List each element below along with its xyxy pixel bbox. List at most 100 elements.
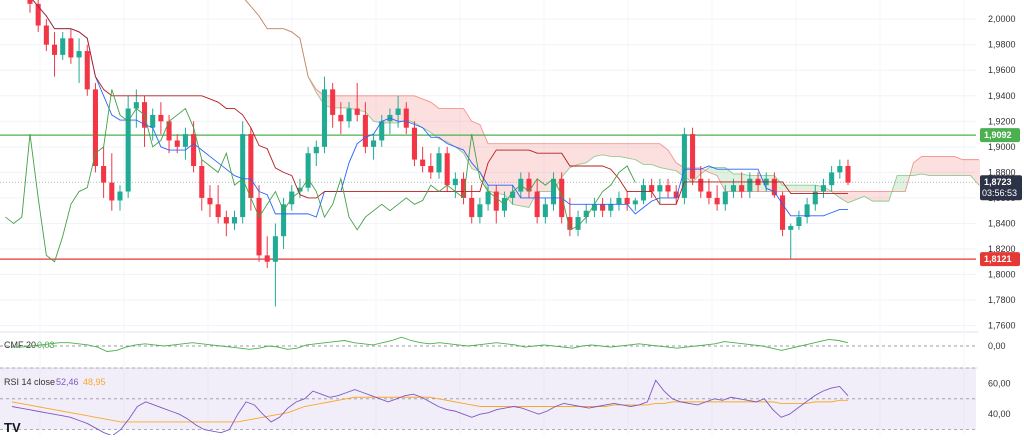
candle-body bbox=[256, 197, 262, 256]
candle-down bbox=[92, 83, 98, 173]
candle-down bbox=[403, 102, 409, 135]
candle-up bbox=[60, 31, 66, 61]
price-tick-label: 1,9400 bbox=[988, 91, 1016, 101]
candle-up bbox=[788, 223, 794, 260]
cloud-segment-bearish bbox=[373, 95, 382, 123]
candle-up bbox=[281, 197, 287, 249]
candle-down bbox=[354, 83, 360, 122]
cloud-segment-bearish bbox=[668, 150, 677, 171]
candle-down bbox=[624, 191, 630, 211]
chikou-span-line bbox=[5, 89, 636, 263]
price-tick-label: 1,9800 bbox=[988, 40, 1016, 50]
candle-down bbox=[158, 102, 164, 135]
candle-body bbox=[231, 217, 238, 224]
candle-body bbox=[632, 200, 638, 205]
price-tick-label: 1,9200 bbox=[988, 116, 1016, 126]
candle-body bbox=[215, 204, 221, 218]
horizontal-levels bbox=[0, 134, 976, 260]
cmf-pane: CMF 20 0,03 0,00 bbox=[0, 336, 1006, 352]
candle-up bbox=[657, 178, 663, 205]
cmf-label: CMF 20 bbox=[4, 340, 36, 350]
candle-body bbox=[346, 108, 352, 122]
level-tag-label: 1,9092 bbox=[984, 130, 1012, 140]
candle-body bbox=[330, 89, 336, 115]
candle-up bbox=[796, 210, 802, 230]
candle-up bbox=[632, 197, 638, 211]
candle-body bbox=[550, 178, 557, 205]
candle-down bbox=[338, 102, 344, 135]
candle-body bbox=[174, 140, 180, 147]
candle-body bbox=[125, 108, 131, 192]
candle-up bbox=[485, 185, 491, 211]
cloud-segment-bullish bbox=[708, 167, 718, 176]
candle-body bbox=[804, 204, 810, 218]
candle-down bbox=[223, 210, 229, 237]
candle-down bbox=[256, 185, 262, 262]
cmf-value: 0,03 bbox=[37, 340, 55, 350]
cloud-segment-bearish bbox=[357, 95, 366, 112]
candle-down bbox=[109, 153, 115, 211]
candle-up bbox=[804, 197, 810, 224]
candle-body bbox=[526, 178, 532, 192]
cloud-segment-bearish bbox=[422, 98, 431, 133]
candle-down bbox=[68, 29, 74, 64]
candle-body bbox=[248, 134, 254, 198]
candle-up bbox=[616, 191, 622, 211]
cloud-segment-bearish bbox=[839, 191, 848, 203]
candle-down bbox=[264, 236, 270, 269]
candle-body bbox=[812, 191, 818, 205]
candle-body bbox=[371, 140, 377, 147]
candle-down bbox=[362, 102, 368, 154]
candle-body bbox=[43, 25, 49, 45]
candle-up bbox=[542, 197, 548, 224]
cloud-segment-bearish bbox=[872, 191, 881, 202]
price-tick-label: 1,7800 bbox=[988, 295, 1016, 305]
candle-body bbox=[845, 166, 851, 183]
candle-up bbox=[510, 185, 516, 205]
candle-down bbox=[845, 159, 851, 186]
cloud-segment-bearish bbox=[586, 143, 595, 163]
candle-up bbox=[395, 95, 401, 128]
candle-body bbox=[698, 178, 704, 192]
candle-body bbox=[616, 197, 622, 205]
cloud-segment-bearish bbox=[414, 95, 423, 128]
cloud-segment-bearish bbox=[913, 156, 922, 176]
candle-body bbox=[542, 204, 548, 218]
candle-up bbox=[379, 114, 385, 147]
cloud-segment-bearish bbox=[455, 108, 464, 154]
level-tag bbox=[980, 252, 1020, 267]
candle-body bbox=[837, 166, 843, 173]
candle-down bbox=[420, 146, 426, 173]
candle-down bbox=[706, 178, 712, 205]
rsi-value: 52,46 bbox=[56, 377, 79, 387]
tradingview-logo[interactable]: TV bbox=[4, 420, 21, 435]
price-tick-label: 1,9000 bbox=[988, 142, 1016, 152]
level-tag bbox=[980, 128, 1020, 143]
candle-body bbox=[583, 210, 589, 218]
cloud-segment-bearish bbox=[569, 143, 579, 168]
candle-body bbox=[150, 114, 156, 128]
candle-up bbox=[321, 76, 328, 154]
candle-up bbox=[812, 185, 818, 211]
cloud-segment-bearish bbox=[651, 143, 660, 168]
candle-body bbox=[673, 191, 679, 198]
last-price-tag bbox=[980, 175, 1022, 201]
rsi-ma-line bbox=[11, 396, 848, 423]
candle-body bbox=[264, 255, 270, 262]
cloud-segment-bearish bbox=[578, 143, 587, 165]
cloud-segment-bearish bbox=[962, 159, 971, 176]
candle-body bbox=[305, 153, 311, 188]
candle-down bbox=[771, 172, 777, 198]
candle-up bbox=[837, 159, 843, 179]
candle-body bbox=[272, 236, 278, 262]
candle-body bbox=[477, 204, 483, 218]
cmf-tick-label: 0,00 bbox=[988, 341, 1006, 351]
candle-up bbox=[722, 185, 728, 211]
level-tag-label: 1,8121 bbox=[984, 254, 1012, 264]
cmf-line bbox=[12, 336, 849, 352]
rsi-line bbox=[11, 379, 849, 437]
cloud-segment-bearish bbox=[946, 156, 955, 176]
candle-body bbox=[657, 185, 663, 192]
candle-body bbox=[240, 134, 246, 218]
candle-up bbox=[240, 121, 246, 224]
